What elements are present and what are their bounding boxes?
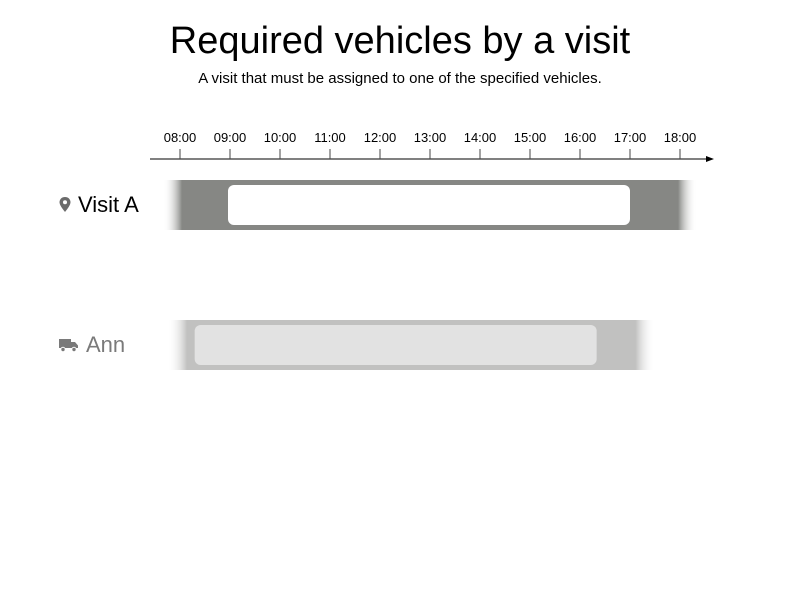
axis-tick-label: 13:00 [414,130,447,145]
window-bars [163,180,697,370]
axis-tick-label: 18:00 [664,130,697,145]
axis-tick-label: 14:00 [464,130,497,145]
axis-tick-label: 11:00 [314,130,346,145]
row-label-text: Ann [86,332,126,357]
row-label-visit-a: Visit A [58,192,139,218]
page-subtitle: A visit that must be assigned to one of … [198,70,602,87]
location-pin-icon [58,196,72,214]
row-label-text: Visit A [78,192,139,217]
axis-tick-label: 16:00 [564,130,597,145]
axis-tick-label: 17:00 [614,130,647,145]
inner-window-bar-visit-a [228,185,630,225]
inner-window-bar-ann [194,325,597,365]
axis-tick-label: 12:00 [364,130,397,145]
page-title: Required vehicles by a visit [169,20,631,62]
axis-arrow [706,156,714,162]
axis-tick-label: 08:00 [164,130,197,145]
axis-tick-label: 15:00 [514,130,547,145]
row-label-ann: Ann [58,332,125,358]
time-axis [150,156,714,162]
truck-icon [58,337,80,353]
axis-tick-label: 10:00 [264,130,297,145]
axis-ticks: 08:00 09:00 10:00 11:00 12:00 13:00 14:00 15:00… [164,130,697,159]
axis-tick-label: 09:00 [214,130,247,145]
